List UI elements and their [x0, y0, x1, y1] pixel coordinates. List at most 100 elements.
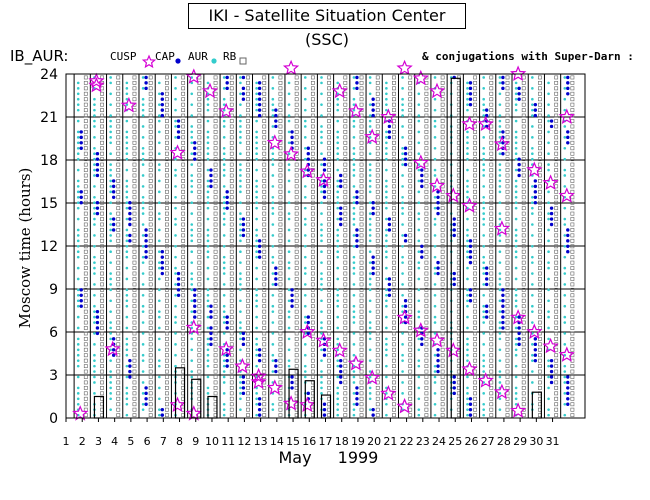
rb-marker	[392, 380, 396, 385]
rb-marker	[165, 179, 169, 183]
rb-marker	[278, 326, 283, 330]
rb-marker	[100, 249, 104, 254]
aur-marker	[547, 141, 550, 145]
x-tick-label: 23	[416, 435, 430, 448]
rb-marker	[570, 140, 575, 145]
aur-marker	[514, 402, 518, 406]
rb-marker	[554, 396, 559, 401]
aur-marker	[482, 108, 485, 112]
rb-marker	[229, 102, 234, 107]
rb-marker	[116, 249, 121, 254]
rb-marker	[116, 315, 121, 319]
aur-marker	[401, 332, 404, 335]
aur-marker	[76, 92, 80, 96]
rb-marker	[473, 189, 477, 194]
cap-marker	[420, 250, 424, 254]
cap-marker	[322, 184, 327, 189]
rb-marker	[213, 162, 218, 167]
rb-marker	[392, 407, 396, 412]
cap-marker	[436, 266, 440, 270]
rb-marker	[359, 217, 364, 221]
aur-marker	[417, 141, 421, 145]
rb-marker	[148, 238, 153, 243]
rb-marker	[100, 179, 104, 183]
rb-marker	[473, 260, 477, 265]
rb-marker	[554, 80, 559, 85]
rb-marker	[165, 320, 169, 325]
aur-marker	[287, 130, 291, 134]
rb-marker	[359, 184, 364, 189]
rb-marker	[310, 315, 315, 319]
aur-marker	[514, 337, 518, 341]
aur-marker	[320, 370, 323, 373]
rb-marker	[408, 396, 413, 401]
aur-marker	[498, 136, 502, 139]
rb-marker	[197, 304, 202, 309]
aur-marker	[271, 304, 275, 308]
aur-marker	[368, 332, 372, 335]
rb-marker	[538, 135, 542, 140]
aur-marker	[76, 353, 80, 357]
rb-marker	[83, 238, 88, 243]
cap-marker	[144, 75, 148, 80]
aur-marker	[385, 315, 388, 319]
rb-marker	[116, 342, 121, 347]
cap-marker	[371, 211, 375, 216]
rb-marker	[343, 124, 348, 129]
cap-marker	[176, 271, 181, 276]
cap-marker	[566, 228, 570, 232]
rb-marker	[327, 97, 332, 102]
rb-marker	[375, 222, 380, 227]
aur-marker	[498, 277, 502, 281]
aur-marker	[255, 348, 258, 352]
aur-marker	[401, 157, 404, 161]
aur-marker	[482, 413, 485, 417]
aur-marker	[93, 266, 96, 270]
aur-marker	[482, 392, 485, 395]
rb-marker	[213, 151, 218, 156]
aur-marker	[158, 299, 161, 303]
rb-marker	[262, 271, 267, 276]
rb-marker	[424, 391, 429, 396]
aur-marker	[401, 359, 404, 362]
rb-marker	[197, 168, 202, 172]
rb-marker	[278, 119, 283, 123]
aur-marker	[125, 250, 129, 254]
rb-marker	[148, 347, 153, 352]
aur-marker	[336, 397, 340, 401]
rb-marker	[148, 266, 153, 270]
aur-marker	[385, 206, 388, 210]
rb-marker	[440, 271, 445, 276]
rb-marker	[408, 130, 413, 134]
rb-marker	[181, 244, 186, 249]
aur-marker	[417, 190, 421, 194]
rb-marker	[83, 347, 88, 352]
rb-marker	[554, 320, 559, 325]
cap-marker	[79, 201, 83, 205]
cap-marker	[257, 407, 262, 412]
aur-marker	[222, 359, 226, 362]
rb-marker	[132, 293, 137, 298]
aur-marker	[174, 195, 177, 199]
rb-marker	[408, 119, 413, 123]
rb-marker	[294, 255, 299, 260]
aur-marker	[76, 168, 80, 172]
rb-marker	[262, 309, 267, 314]
rb-marker	[408, 282, 413, 287]
rb-marker	[165, 315, 169, 319]
rb-marker	[181, 353, 186, 358]
aur-marker	[514, 386, 518, 390]
rb-marker	[165, 326, 169, 330]
rb-marker	[181, 347, 186, 352]
rb-marker	[83, 108, 88, 113]
rb-marker	[473, 222, 477, 227]
aur-marker	[531, 234, 534, 237]
rb-marker	[505, 260, 510, 265]
aur-marker	[563, 283, 567, 286]
rb-marker	[554, 211, 559, 216]
rb-marker	[310, 108, 315, 113]
rb-marker	[100, 157, 104, 162]
rb-marker	[521, 124, 526, 129]
aur-marker	[158, 337, 161, 341]
rb-marker	[165, 249, 169, 254]
